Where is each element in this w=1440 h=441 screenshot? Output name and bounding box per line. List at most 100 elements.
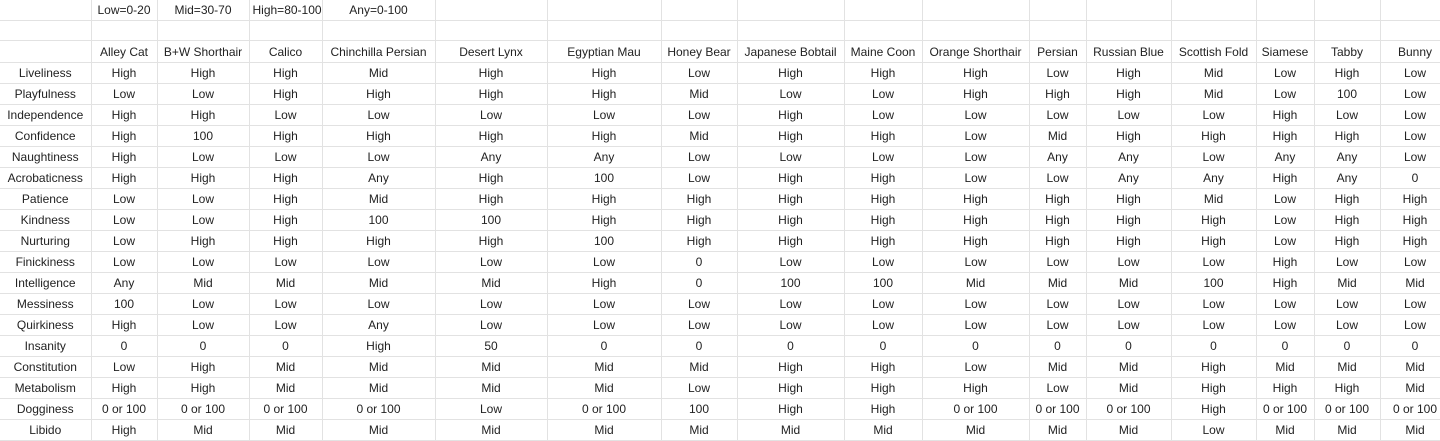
data-cell[interactable]: Mid (547, 377, 662, 399)
row-label-cell[interactable]: Messiness (0, 293, 92, 315)
data-cell[interactable]: Low (1086, 314, 1172, 336)
data-cell[interactable]: 0 (1314, 335, 1381, 357)
data-cell[interactable]: High (1256, 272, 1315, 294)
empty-cell[interactable] (844, 0, 923, 21)
empty-cell[interactable] (0, 0, 92, 21)
data-cell[interactable]: 0 (661, 272, 738, 294)
data-cell[interactable]: Low (435, 398, 548, 420)
data-cell[interactable]: Low (661, 314, 738, 336)
data-cell[interactable]: 50 (435, 335, 548, 357)
data-cell[interactable]: 0 (547, 335, 662, 357)
data-cell[interactable]: Mid (157, 272, 250, 294)
data-cell[interactable]: High (1086, 125, 1172, 147)
data-cell[interactable]: High (661, 230, 738, 252)
data-cell[interactable]: Mid (322, 419, 436, 441)
data-cell[interactable]: Any (1029, 146, 1087, 168)
data-cell[interactable]: High (547, 272, 662, 294)
empty-cell[interactable] (1256, 20, 1315, 41)
empty-cell[interactable] (661, 20, 738, 41)
data-cell[interactable]: Low (1314, 314, 1381, 336)
data-cell[interactable]: 100 (157, 125, 250, 147)
data-cell[interactable]: High (1256, 125, 1315, 147)
data-cell[interactable]: Mid (322, 62, 436, 84)
data-cell[interactable]: 0 or 100 (157, 398, 250, 420)
data-cell[interactable]: 0 (844, 335, 923, 357)
data-cell[interactable]: Low (157, 188, 250, 210)
empty-cell[interactable] (157, 20, 250, 41)
empty-cell[interactable] (1314, 0, 1381, 21)
data-cell[interactable]: High (1256, 251, 1315, 273)
data-cell[interactable]: High (91, 146, 158, 168)
empty-cell[interactable] (1171, 0, 1257, 21)
data-cell[interactable]: Low (1256, 83, 1315, 105)
data-cell[interactable]: Low (91, 188, 158, 210)
data-cell[interactable]: Mid (1029, 125, 1087, 147)
data-cell[interactable]: Mid (1029, 419, 1087, 441)
data-cell[interactable]: Mid (435, 356, 548, 378)
data-cell[interactable]: High (435, 188, 548, 210)
data-cell[interactable]: Low (737, 293, 845, 315)
data-cell[interactable]: Low (1256, 293, 1315, 315)
data-cell[interactable]: High (322, 125, 436, 147)
data-cell[interactable]: Low (1256, 230, 1315, 252)
data-cell[interactable]: High (1380, 188, 1440, 210)
data-cell[interactable]: Mid (661, 83, 738, 105)
data-cell[interactable]: High (844, 188, 923, 210)
data-cell[interactable]: 0 (1171, 335, 1257, 357)
data-cell[interactable]: 0 or 100 (322, 398, 436, 420)
data-cell[interactable]: High (1171, 125, 1257, 147)
data-cell[interactable]: High (435, 167, 548, 189)
empty-cell[interactable] (844, 20, 923, 41)
data-cell[interactable]: Low (547, 104, 662, 126)
data-cell[interactable]: Low (547, 314, 662, 336)
data-cell[interactable]: Low (1380, 83, 1440, 105)
data-cell[interactable]: Low (844, 251, 923, 273)
data-cell[interactable]: 0 (1029, 335, 1087, 357)
data-cell[interactable]: Mid (1086, 419, 1172, 441)
data-cell[interactable]: Mid (157, 419, 250, 441)
data-cell[interactable]: Low (661, 377, 738, 399)
data-cell[interactable]: High (157, 377, 250, 399)
data-cell[interactable]: Mid (1256, 419, 1315, 441)
data-cell[interactable]: Low (1086, 293, 1172, 315)
data-cell[interactable]: High (249, 83, 323, 105)
data-cell[interactable]: High (737, 209, 845, 231)
data-cell[interactable]: Mid (922, 272, 1030, 294)
data-cell[interactable]: High (91, 104, 158, 126)
row-label-cell[interactable]: Dogginess (0, 398, 92, 420)
column-header-cell[interactable]: Maine Coon (844, 40, 923, 63)
data-cell[interactable]: High (922, 209, 1030, 231)
data-cell[interactable]: 0 (1256, 335, 1315, 357)
column-header-cell[interactable]: Tabby (1314, 40, 1381, 63)
data-cell[interactable]: High (737, 398, 845, 420)
data-cell[interactable]: Low (661, 293, 738, 315)
empty-cell[interactable] (1380, 0, 1440, 21)
data-cell[interactable]: High (91, 62, 158, 84)
data-cell[interactable]: 0 (91, 335, 158, 357)
data-cell[interactable]: Low (91, 251, 158, 273)
data-cell[interactable]: Low (1171, 293, 1257, 315)
data-cell[interactable]: Low (922, 293, 1030, 315)
column-header-cell[interactable]: Desert Lynx (435, 40, 548, 63)
data-cell[interactable]: Any (1171, 167, 1257, 189)
empty-cell[interactable] (1029, 20, 1087, 41)
column-header-cell[interactable]: Russian Blue (1086, 40, 1172, 63)
data-cell[interactable]: Mid (435, 377, 548, 399)
data-cell[interactable]: High (737, 62, 845, 84)
data-cell[interactable]: High (322, 83, 436, 105)
data-cell[interactable]: Low (157, 83, 250, 105)
row-label-cell[interactable]: Independence (0, 104, 92, 126)
data-cell[interactable]: Low (435, 293, 548, 315)
data-cell[interactable]: High (1029, 83, 1087, 105)
data-cell[interactable]: Mid (1314, 356, 1381, 378)
empty-cell[interactable] (0, 40, 92, 63)
data-cell[interactable]: Low (1314, 104, 1381, 126)
data-cell[interactable]: Low (1029, 293, 1087, 315)
data-cell[interactable]: Low (844, 146, 923, 168)
data-cell[interactable]: High (1256, 167, 1315, 189)
data-cell[interactable]: Low (1380, 62, 1440, 84)
data-cell[interactable]: Low (1086, 104, 1172, 126)
data-cell[interactable]: 100 (737, 272, 845, 294)
data-cell[interactable]: High (435, 125, 548, 147)
data-cell[interactable]: Low (1380, 146, 1440, 168)
